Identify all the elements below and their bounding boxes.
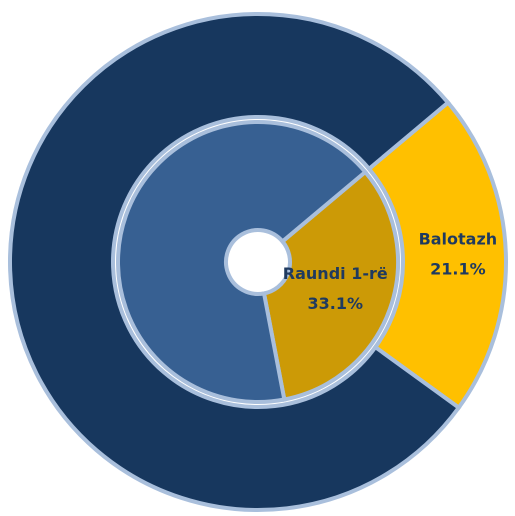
segment-value: 21.1%	[430, 259, 486, 278]
segment-label: Raundi 1-rë	[283, 264, 388, 283]
donut-segment	[116, 120, 369, 404]
donut-segment	[8, 12, 462, 512]
segment-value: 33.1%	[308, 294, 364, 313]
donut-segment	[366, 99, 508, 411]
segment-label: Balotazh	[419, 229, 498, 248]
